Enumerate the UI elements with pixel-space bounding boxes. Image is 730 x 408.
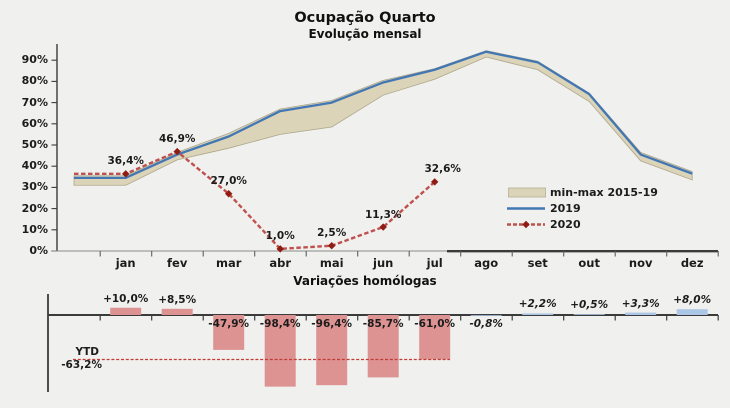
legend-label: 2019 xyxy=(550,202,581,215)
line-2020 xyxy=(74,150,436,251)
variation-bar-out xyxy=(573,314,605,315)
marker-2020 xyxy=(379,223,387,231)
marker-2020 xyxy=(431,178,439,186)
variation-bar-nov xyxy=(625,312,657,315)
variation-bar-mai xyxy=(316,315,348,386)
variation-bar-abr xyxy=(264,315,296,387)
marker-2020 xyxy=(276,245,284,253)
variation-bar-fev xyxy=(161,308,193,315)
variations-chart-title: Variações homólogas xyxy=(293,274,437,288)
variation-bar-jan xyxy=(110,307,142,315)
marker-2020 xyxy=(122,170,130,178)
ytd-label: YTD xyxy=(75,346,99,358)
marker-2020 xyxy=(328,242,336,250)
variation-bar-set xyxy=(522,313,554,315)
legend-item: 2020 xyxy=(507,217,658,232)
ytd-value: -63,2% xyxy=(61,359,102,371)
legend-swatch-dashed-line-markers xyxy=(507,220,545,229)
variation-bar-mar xyxy=(213,315,245,350)
line-2019 xyxy=(74,50,693,180)
legend-label: min-max 2015-19 xyxy=(550,186,658,199)
legend-swatch-band xyxy=(508,187,546,198)
variation-bar-ago xyxy=(470,315,502,316)
chart-subtitle: Evolução mensal xyxy=(308,27,422,41)
chart-title: Ocupação Quarto xyxy=(294,10,436,26)
variation-bar-dez xyxy=(676,309,708,315)
marker-2020 xyxy=(173,147,181,156)
legend-label: 2020 xyxy=(550,218,581,231)
min-max-band xyxy=(73,50,693,186)
legend-item: min-max 2015-19 xyxy=(507,185,658,200)
legend-swatch-line xyxy=(507,207,545,210)
legend-item: 2019 xyxy=(507,201,658,216)
variation-bar-jun xyxy=(367,315,399,378)
variation-bar-jul xyxy=(419,315,451,360)
marker-2020 xyxy=(225,190,233,198)
chart-legend: min-max 2015-19 2019 2020 xyxy=(507,185,658,233)
